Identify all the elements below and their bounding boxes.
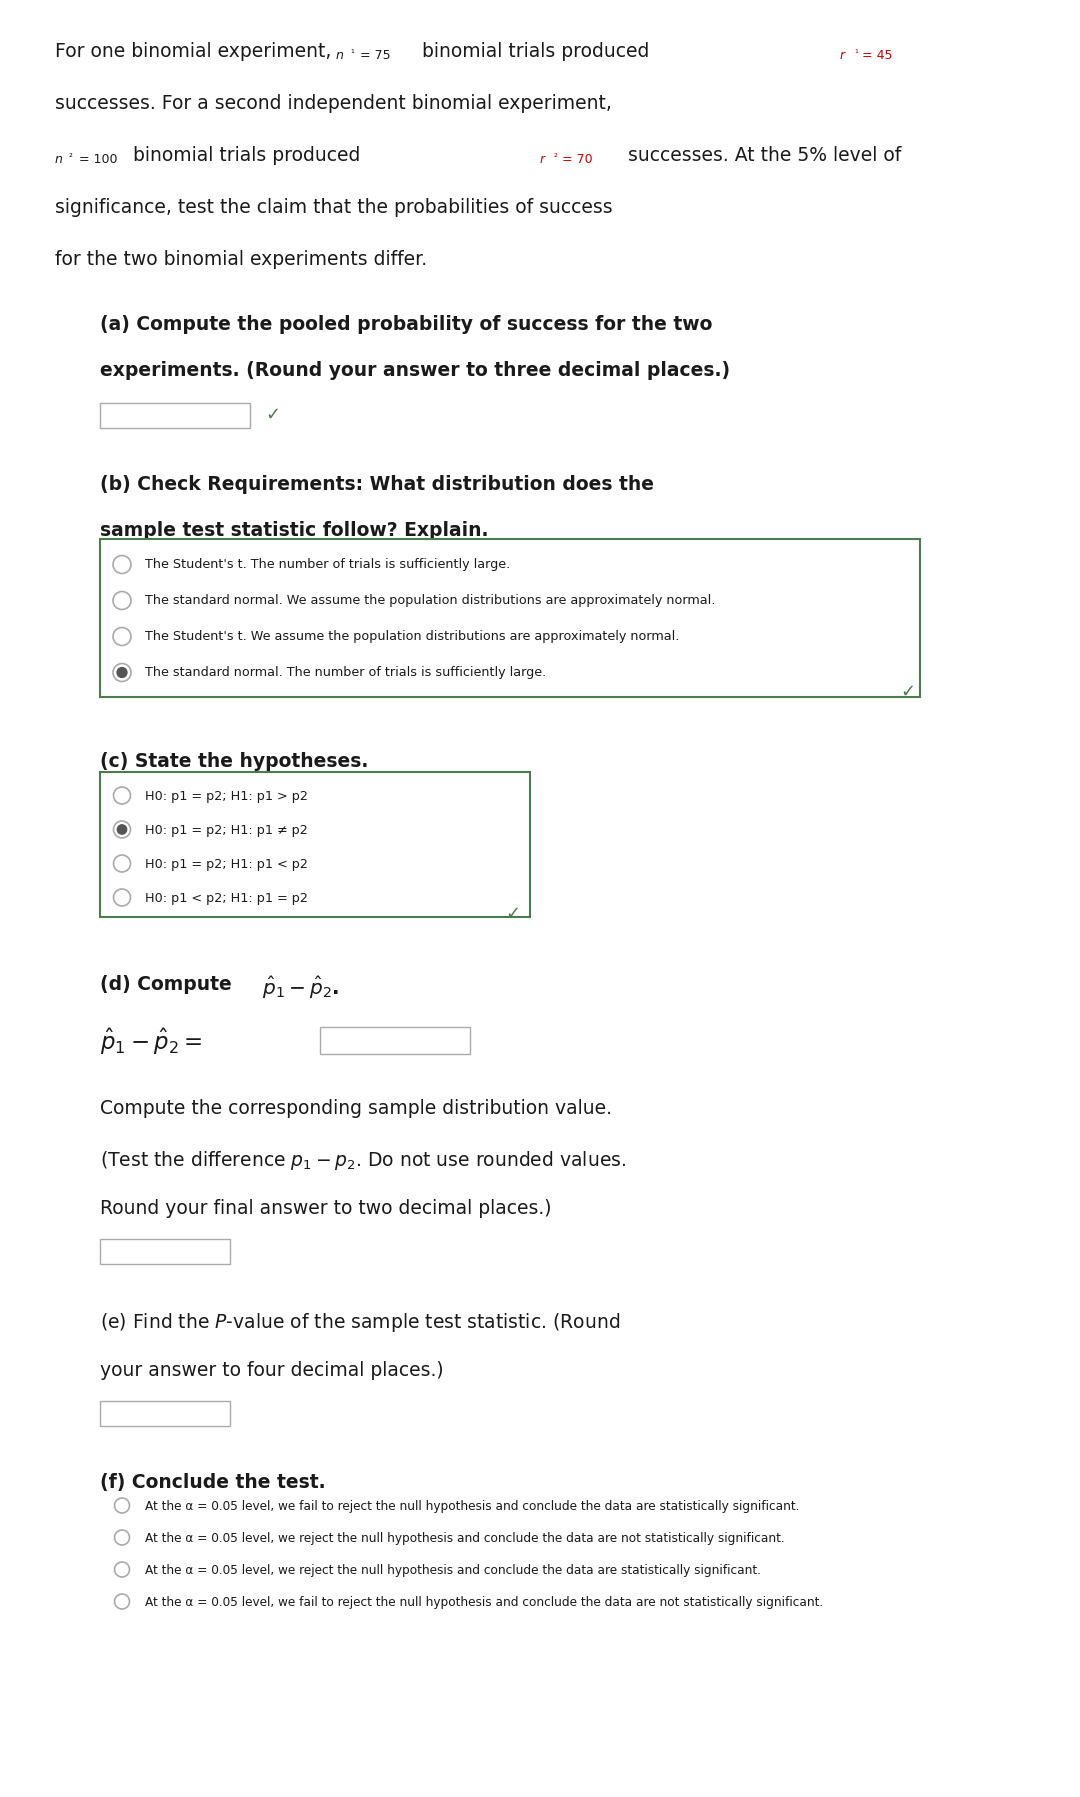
Text: (b) Check Requirements: What distribution does the: (b) Check Requirements: What distributio… — [100, 474, 654, 494]
Text: experiments. (Round your answer to three decimal places.): experiments. (Round your answer to three… — [100, 361, 730, 379]
Text: (a) Compute the pooled probability of success for the two: (a) Compute the pooled probability of su… — [100, 314, 713, 334]
Text: At the α = 0.05 level, we reject the null hypothesis and conclude the data are s: At the α = 0.05 level, we reject the nul… — [145, 1563, 761, 1578]
Text: (d) Compute: (d) Compute — [100, 976, 239, 994]
Text: r: r — [840, 49, 846, 63]
Circle shape — [118, 825, 126, 834]
Text: The Student's t. The number of trials is sufficiently large.: The Student's t. The number of trials is… — [145, 559, 510, 571]
Text: = 45: = 45 — [862, 49, 892, 63]
Text: n: n — [55, 153, 63, 165]
FancyBboxPatch shape — [100, 773, 530, 916]
Text: H0: p1 = p2; H1: p1 ≠ p2: H0: p1 = p2; H1: p1 ≠ p2 — [145, 825, 308, 837]
Text: sample test statistic follow? Explain.: sample test statistic follow? Explain. — [100, 521, 488, 541]
Circle shape — [117, 667, 127, 677]
Text: H0: p1 < p2; H1: p1 = p2: H0: p1 < p2; H1: p1 = p2 — [145, 891, 308, 906]
FancyBboxPatch shape — [100, 1402, 230, 1427]
Text: = 75: = 75 — [360, 49, 391, 63]
FancyBboxPatch shape — [100, 539, 920, 697]
Text: ₂: ₂ — [69, 149, 72, 158]
Text: The Student's t. We assume the population distributions are approximately normal: The Student's t. We assume the populatio… — [145, 631, 679, 643]
Text: n: n — [336, 49, 343, 63]
Text: successes. For a second independent binomial experiment,: successes. For a second independent bino… — [55, 93, 612, 113]
Text: binomial trials produced: binomial trials produced — [422, 41, 649, 61]
Text: successes. At the 5% level of: successes. At the 5% level of — [627, 146, 901, 165]
Text: 0.657: 0.657 — [108, 406, 148, 420]
Text: The standard normal. We assume the population distributions are approximately no: The standard normal. We assume the popul… — [145, 595, 715, 607]
Text: H0: p1 = p2; H1: p1 < p2: H0: p1 = p2; H1: p1 < p2 — [145, 857, 308, 872]
Text: ₂: ₂ — [554, 149, 558, 158]
Text: H0: p1 = p2; H1: p1 > p2: H0: p1 = p2; H1: p1 > p2 — [145, 791, 308, 803]
Text: ₁: ₁ — [350, 45, 354, 56]
Text: At the α = 0.05 level, we reject the null hypothesis and conclude the data are n: At the α = 0.05 level, we reject the nul… — [145, 1533, 785, 1545]
Text: for the two binomial experiments differ.: for the two binomial experiments differ. — [55, 250, 427, 270]
Text: $\hat{p}_1 - \hat{p}_2 =$: $\hat{p}_1 - \hat{p}_2 =$ — [100, 1028, 203, 1057]
Text: (c) State the hypotheses.: (c) State the hypotheses. — [100, 751, 368, 771]
Text: r: r — [540, 153, 545, 165]
Text: ✓: ✓ — [505, 906, 521, 924]
Text: At the α = 0.05 level, we fail to reject the null hypothesis and conclude the da: At the α = 0.05 level, we fail to reject… — [145, 1500, 799, 1513]
Text: For one binomial experiment,: For one binomial experiment, — [55, 41, 332, 61]
Text: $\hat{p}_1 - \hat{p}_2$.: $\hat{p}_1 - \hat{p}_2$. — [262, 976, 339, 1001]
Text: = 100: = 100 — [79, 153, 118, 165]
Text: ✓: ✓ — [265, 406, 280, 424]
Text: binomial trials produced: binomial trials produced — [133, 146, 361, 165]
Text: ✓: ✓ — [900, 683, 915, 701]
Text: Round your final answer to two decimal places.): Round your final answer to two decimal p… — [100, 1199, 552, 1218]
FancyBboxPatch shape — [100, 1238, 230, 1263]
Text: The standard normal. The number of trials is sufficiently large.: The standard normal. The number of trial… — [145, 667, 546, 679]
Text: significance, test the claim that the probabilities of success: significance, test the claim that the pr… — [55, 198, 612, 217]
Text: (Test the difference $p_1 - p_2$. Do not use rounded values.: (Test the difference $p_1 - p_2$. Do not… — [100, 1148, 626, 1172]
Text: At the α = 0.05 level, we fail to reject the null hypothesis and conclude the da: At the α = 0.05 level, we fail to reject… — [145, 1596, 823, 1608]
FancyBboxPatch shape — [320, 1028, 470, 1055]
FancyBboxPatch shape — [100, 403, 249, 428]
Text: (e) Find the $P$-value of the sample test statistic. (Round: (e) Find the $P$-value of the sample tes… — [100, 1312, 620, 1333]
Text: ₁: ₁ — [854, 45, 858, 56]
Text: Compute the corresponding sample distribution value.: Compute the corresponding sample distrib… — [100, 1100, 612, 1118]
Text: (f) Conclude the test.: (f) Conclude the test. — [100, 1474, 326, 1492]
Text: your answer to four decimal places.): your answer to four decimal places.) — [100, 1360, 444, 1380]
Text: = 70: = 70 — [562, 153, 593, 165]
